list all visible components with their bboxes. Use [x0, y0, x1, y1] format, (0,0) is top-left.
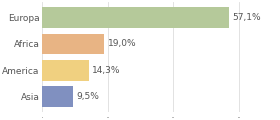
Bar: [42, 7, 229, 28]
Text: 19,0%: 19,0%: [108, 39, 136, 48]
Bar: [42, 60, 89, 81]
Text: 9,5%: 9,5%: [77, 92, 99, 101]
Text: 14,3%: 14,3%: [92, 66, 121, 75]
Text: 57,1%: 57,1%: [232, 13, 261, 22]
Bar: [42, 86, 73, 107]
Bar: [42, 33, 104, 54]
